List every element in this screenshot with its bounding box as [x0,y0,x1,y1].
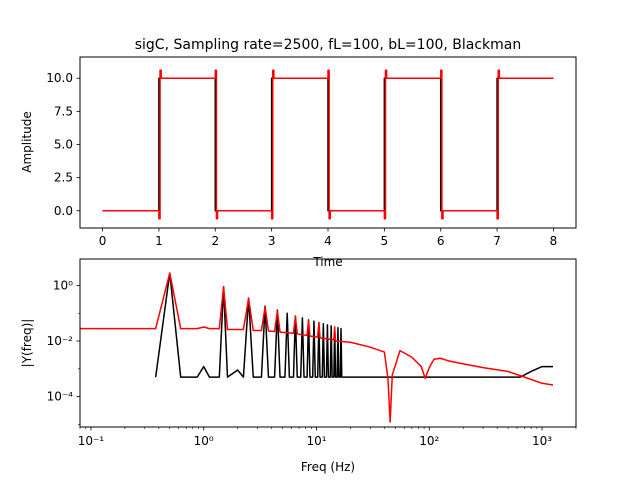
chart-1-y-tick-label: 5.0 [54,137,73,151]
chart-1-x-tick-label: 4 [324,234,332,248]
chart-1-plot-area [102,69,554,220]
chart-1-x-tick-label: 5 [381,234,389,248]
chart-1-x-tick-label: 8 [550,234,558,248]
chart-1-title: sigC, Sampling rate=2500, fL=100, bL=100… [135,37,522,53]
chart-2-x-ticks: 10⁻¹ 10⁰ 10¹ 10² 10³ [78,427,577,448]
chart-1-series-2-line [102,69,554,220]
chart-2-x-tick-label: 10² [419,434,439,448]
chart-1: sigC, Sampling rate=2500, fL=100, bL=100… [20,37,577,269]
chart-1-x-tick-label: 2 [211,234,219,248]
chart-1-x-tick-label: 7 [493,234,501,248]
chart-2-series-2-line [80,272,554,423]
chart-1-y-tick-label: 7.5 [54,104,73,118]
chart-2-x-tick-label: 10⁻¹ [78,434,105,448]
chart-2-y-tick-label: 10⁻⁴ [47,390,74,404]
chart-2: 10⁻¹ 10⁰ 10¹ 10² 10³ 10⁻⁴ 10⁻² 10⁰ Freq (Hz) |… [20,258,577,474]
chart-1-x-ticks: 0 1 2 3 4 5 6 7 8 [99,228,558,248]
chart-2-y-label: |Y(freq)| [20,319,34,368]
chart-2-x-tick-label: 10³ [532,434,552,448]
chart-2-y-tick-label: 10⁻² [47,334,74,348]
chart-2-y-ticks: 10⁻⁴ 10⁻² 10⁰ [47,278,80,425]
chart-2-x-tick-label: 10¹ [306,434,326,448]
chart-1-series-1-line [102,77,554,212]
chart-1-x-tick-label: 3 [268,234,276,248]
chart-1-x-label: Time [312,255,342,269]
chart-1-y-tick-label: 10.0 [46,71,73,85]
chart-2-series-1-line [154,272,553,378]
chart-2-x-label: Freq (Hz) [301,460,355,474]
chart-1-y-tick-label: 0.0 [54,204,73,218]
chart-1-x-tick-label: 6 [437,234,445,248]
chart-1-y-label: Amplitude [20,111,34,173]
chart-2-y-tick-label: 10⁰ [53,278,73,292]
chart-1-x-tick-label: 0 [99,234,107,248]
chart-1-y-ticks: 0.0 2.5 5.0 7.5 10.0 [46,71,80,218]
chart-1-x-tick-label: 1 [155,234,163,248]
chart-1-y-tick-label: 2.5 [54,171,73,185]
chart-2-plot-area [80,272,554,423]
chart-2-axes-frame [79,258,577,428]
chart-2-x-tick-label: 10⁰ [194,434,214,448]
